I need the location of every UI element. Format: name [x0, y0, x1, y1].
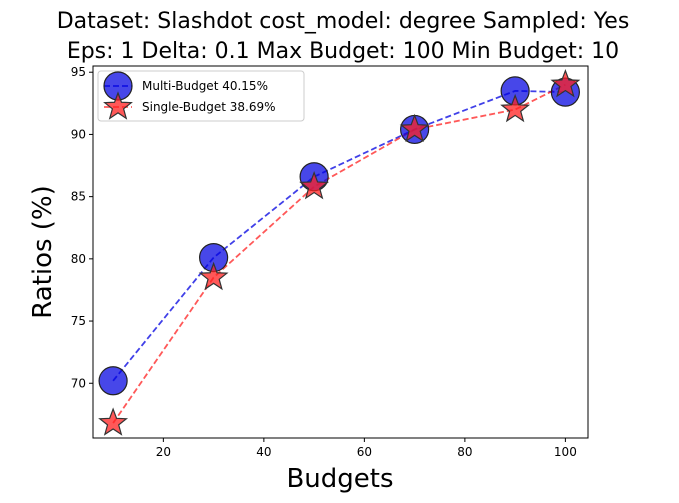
star-marker-2: [98, 407, 129, 436]
chart-title-line1: Dataset: Slashdot cost_model: degree Sam…: [57, 9, 630, 34]
y-axis: 70 75 80 85 90 95: [71, 65, 93, 390]
plot-frame: [92, 65, 589, 439]
x-tick-label: 60: [357, 445, 372, 459]
legend-marker-2: [103, 91, 133, 120]
y-tick-label: 75: [71, 314, 86, 328]
star-marker-2: [550, 68, 581, 98]
star-marker-2: [299, 170, 330, 200]
series-line-1: [112, 89, 566, 382]
x-tick-label: 20: [156, 445, 171, 459]
y-tick-label: 85: [71, 190, 86, 204]
y-tick-label: 90: [71, 127, 86, 141]
star-marker-2: [500, 93, 531, 123]
star-marker-2: [198, 261, 229, 291]
legend-label-1: Multi-Budget 40.15%: [142, 79, 268, 93]
plot-area: [98, 68, 581, 436]
x-axis: 20 40 60 80 100: [156, 438, 577, 459]
x-tick-label: 80: [457, 445, 472, 459]
y-axis-label: Ratios (%): [28, 185, 58, 319]
chart-title-line2: Eps: 1 Delta: 0.1 Max Budget: 100 Min Bu…: [67, 39, 619, 64]
legend: Multi-Budget 40.15% Single-Budget 38.69%: [97, 70, 305, 122]
series-line-2: [112, 83, 566, 424]
x-tick-label: 100: [554, 445, 577, 459]
x-tick-label: 40: [256, 445, 271, 459]
y-tick-label: 70: [71, 376, 86, 390]
star-marker-2: [399, 113, 430, 143]
x-axis-label: Budgets: [286, 464, 393, 494]
circle-marker-1: [98, 366, 128, 396]
legend-box: [97, 70, 305, 122]
y-tick-label: 80: [71, 252, 86, 266]
legend-label-2: Single-Budget 38.69%: [142, 100, 276, 114]
y-tick-label: 95: [71, 65, 86, 79]
